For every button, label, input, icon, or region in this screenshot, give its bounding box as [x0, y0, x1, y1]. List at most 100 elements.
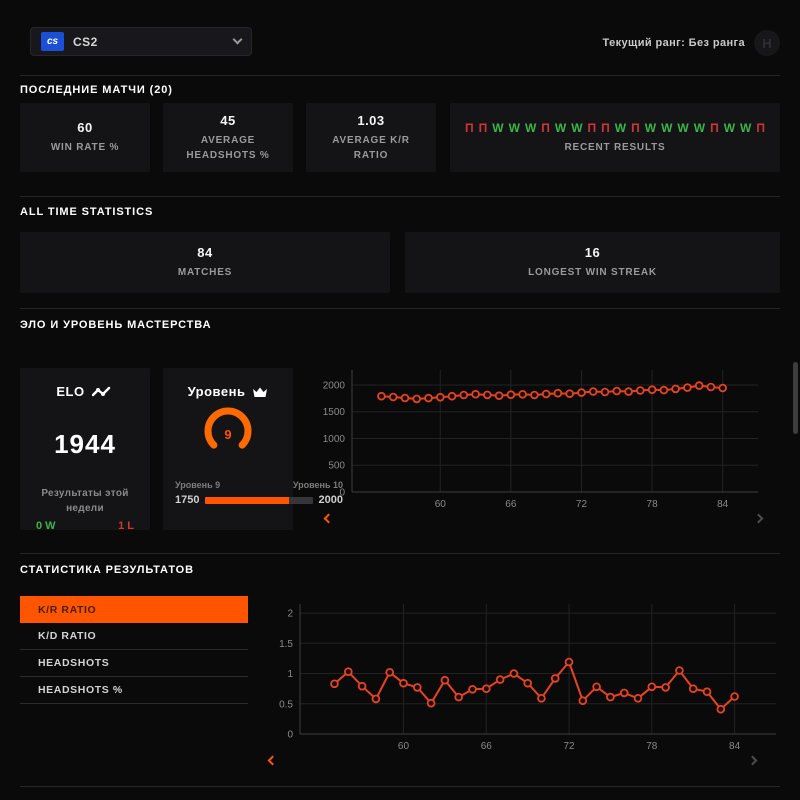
- stat-label: MATCHES: [177, 267, 233, 278]
- week-results-label: Результаты этой недели: [41, 488, 129, 514]
- section-title-all-time: ALL TIME STATISTICS: [20, 206, 154, 218]
- elo-history-chart: 0 500 1000 1500 2000 60 66 72 78 84: [323, 370, 758, 510]
- elo-card-title: ELO: [56, 384, 85, 399]
- page-scrollbar-thumb[interactable]: [793, 362, 798, 434]
- elo-sparkline-icon: [91, 386, 110, 396]
- divider: [20, 553, 780, 554]
- svg-text:1.5: 1.5: [279, 639, 293, 650]
- result-win: W: [571, 120, 583, 135]
- section-title-recent-matches: ПОСЛЕДНИЕ МАТЧИ (20): [20, 84, 173, 96]
- stat-value: 45: [220, 112, 236, 128]
- chevron-left-icon: [267, 755, 277, 765]
- divider: [20, 786, 780, 787]
- level-number: 9: [224, 427, 232, 442]
- chevron-left-icon: [323, 513, 333, 523]
- level-card-title: Уровень: [187, 384, 246, 399]
- stat-card-win-rate: 60 WIN RATE %: [20, 103, 150, 172]
- menu-item-k-r-ratio[interactable]: K/R RATIO: [20, 596, 248, 623]
- svg-text:0: 0: [287, 730, 293, 741]
- chart-next-button[interactable]: [744, 752, 760, 768]
- result-win: W: [492, 120, 504, 135]
- result-loss: П: [478, 120, 488, 135]
- chevron-right-icon: [747, 755, 757, 765]
- result-win: W: [644, 120, 657, 135]
- stat-value: 84: [197, 245, 213, 260]
- section-title-results-stats: СТАТИСТИКА РЕЗУЛЬТАТОВ: [20, 564, 194, 576]
- menu-item-k-d-ratio[interactable]: K/D RATIO: [20, 623, 248, 650]
- stat-card-avg-kr-ratio: 1.03 AVERAGE K/R RATIO: [306, 103, 436, 172]
- level-gauge-arc: [204, 407, 252, 449]
- stat-label: RECENT RESULTS: [564, 141, 666, 153]
- result-win: W: [524, 120, 537, 135]
- stat-label: LONGEST WIN STREAK: [528, 267, 657, 278]
- menu-item-headshots[interactable]: HEADSHOTS: [20, 650, 248, 677]
- stat-label: AVERAGE HEADSHOTS %: [186, 134, 270, 161]
- svg-text:78: 78: [646, 741, 658, 752]
- game-selector-dropdown[interactable]: cs CS2: [30, 27, 252, 56]
- elo-card: ELO 1944 Результаты этой недели 0 W 1 L: [20, 368, 150, 532]
- svg-text:60: 60: [435, 499, 447, 510]
- week-wins: 0 W: [36, 520, 56, 532]
- crown-icon: [253, 387, 268, 397]
- chart-next-button[interactable]: [750, 510, 766, 526]
- svg-text:72: 72: [563, 741, 575, 752]
- svg-text:84: 84: [717, 499, 729, 510]
- result-loss: П: [710, 120, 719, 135]
- level-from-value: 1750: [175, 494, 200, 506]
- svg-text:84: 84: [729, 741, 741, 752]
- level-card: Уровень 9 Уровень 9 Уровень 10 1750 2000: [163, 368, 343, 530]
- svg-text:2000: 2000: [323, 380, 346, 391]
- elo-value: 1944: [54, 429, 116, 459]
- stats-metric-menu: K/R RATIO K/D RATIO HEADSHOTS HEADSHOTS %: [20, 596, 248, 704]
- result-win: W: [614, 120, 627, 135]
- svg-text:1000: 1000: [323, 434, 346, 445]
- kr-ratio-chart: 0 0.5 1 1.5 2 60 66 72 78 84: [279, 604, 776, 752]
- level-to-label: Уровень 10: [292, 480, 343, 490]
- result-win: W: [677, 120, 689, 135]
- stat-value: 1.03: [357, 112, 385, 128]
- stat-card-longest-win-streak: 16 LONGEST WIN STREAK: [405, 232, 780, 293]
- svg-text:60: 60: [398, 741, 410, 752]
- result-win: W: [661, 120, 673, 135]
- chart-prev-button[interactable]: [320, 510, 336, 526]
- result-loss: П: [587, 120, 597, 135]
- stat-card-matches: 84 MATCHES: [20, 232, 390, 293]
- current-rank-label: Текущий ранг: Без ранга: [602, 37, 745, 49]
- svg-text:0: 0: [339, 488, 345, 499]
- level-from-label: Уровень 9: [175, 480, 221, 490]
- level-gauge: 9: [163, 405, 293, 457]
- divider: [20, 75, 780, 76]
- svg-text:500: 500: [328, 461, 345, 472]
- rank-badge-icon: H: [754, 30, 780, 56]
- menu-item-headshots[interactable]: HEADSHOTS %: [20, 677, 248, 704]
- svg-text:72: 72: [576, 499, 588, 510]
- level-progress-fill: [205, 496, 289, 504]
- stat-label: AVERAGE K/R RATIO: [332, 134, 410, 161]
- week-losses: 1 L: [118, 520, 134, 532]
- current-rank: Текущий ранг: Без ранга H: [603, 30, 780, 56]
- svg-text:2: 2: [287, 609, 293, 620]
- result-loss: П: [465, 120, 474, 135]
- divider: [20, 308, 780, 309]
- stat-card-avg-headshots: 45 AVERAGE HEADSHOTS %: [163, 103, 293, 172]
- svg-text:78: 78: [647, 499, 659, 510]
- level-progress-bar: [205, 496, 313, 504]
- result-win: W: [693, 120, 706, 135]
- section-title-elo-level: ЭЛО И УРОВЕНЬ МАСТЕРСТВА: [20, 319, 212, 331]
- svg-text:66: 66: [505, 499, 517, 510]
- chart-prev-button[interactable]: [264, 752, 280, 768]
- result-win: W: [740, 120, 752, 135]
- result-win: W: [508, 120, 520, 135]
- stat-value: 60: [77, 120, 93, 135]
- svg-text:0.5: 0.5: [279, 699, 293, 710]
- result-loss: П: [541, 120, 550, 135]
- result-loss: П: [631, 120, 640, 135]
- result-loss: П: [756, 120, 765, 135]
- svg-text:66: 66: [481, 741, 493, 752]
- svg-text:1: 1: [287, 669, 293, 680]
- chevron-down-icon: [232, 34, 243, 45]
- svg-text:1500: 1500: [323, 407, 346, 418]
